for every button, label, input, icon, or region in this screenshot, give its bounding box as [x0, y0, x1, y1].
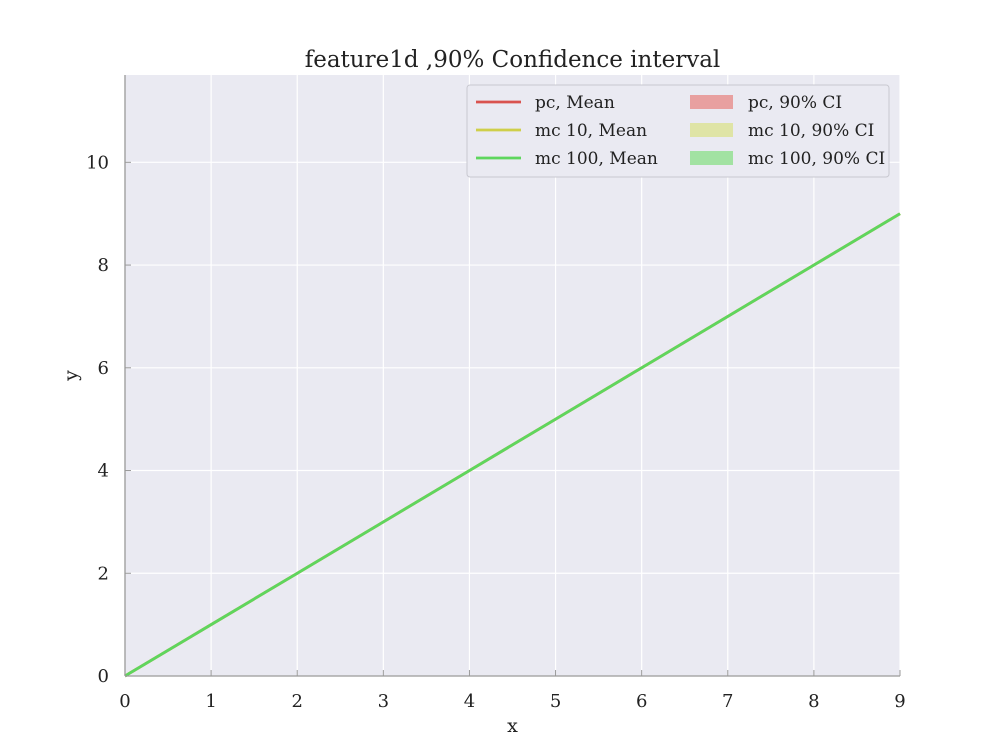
- series-line-mc-100-mean: [124, 212, 901, 678]
- x-tick-label: 4: [464, 691, 475, 712]
- legend: pc, Mean mc 10, Mean mc 100, Mean pc, 90% C…: [466, 84, 890, 178]
- y-tick-label: 4: [98, 461, 109, 482]
- y-tick-label: 10: [86, 152, 109, 173]
- legend-band-swatch: [690, 123, 733, 137]
- x-tick-label: 2: [291, 691, 302, 712]
- x-axis-label: x: [507, 715, 518, 737]
- legend-label: mc 100, 90% CI: [748, 149, 885, 169]
- y-tick-label: 6: [98, 358, 109, 379]
- legend-band-swatch: [690, 95, 733, 109]
- y-tick-label: 2: [98, 563, 109, 584]
- tick-labels: 0 1 2 3 4 5 6 7 8 9 0 2 4 6 8 10: [86, 152, 906, 712]
- legend-label: pc, 90% CI: [748, 93, 842, 113]
- y-tick-label: 0: [98, 666, 109, 687]
- x-tick-label: 6: [636, 691, 647, 712]
- chart-title: feature1d ,90% Confidence interval: [305, 47, 721, 73]
- legend-label: mc 10, 90% CI: [748, 121, 874, 141]
- legend-label: mc 100, Mean: [535, 149, 658, 169]
- legend-label: pc, Mean: [535, 93, 615, 113]
- axes-spines: [124, 75, 900, 677]
- legend-label: mc 10, Mean: [535, 121, 647, 141]
- y-axis-label: y: [60, 370, 82, 382]
- x-tick-label: 1: [205, 691, 216, 712]
- legend-band-swatch: [690, 151, 733, 165]
- legend-frame: [466, 84, 890, 178]
- x-tick-label: 9: [894, 691, 905, 712]
- x-tick-label: 3: [378, 691, 389, 712]
- y-tick-label: 8: [98, 255, 109, 276]
- x-tick-label: 7: [722, 691, 733, 712]
- x-tick-label: 0: [119, 691, 130, 712]
- x-tick-label: 8: [808, 691, 819, 712]
- series-lines: [124, 212, 901, 678]
- x-tick-label: 5: [550, 691, 561, 712]
